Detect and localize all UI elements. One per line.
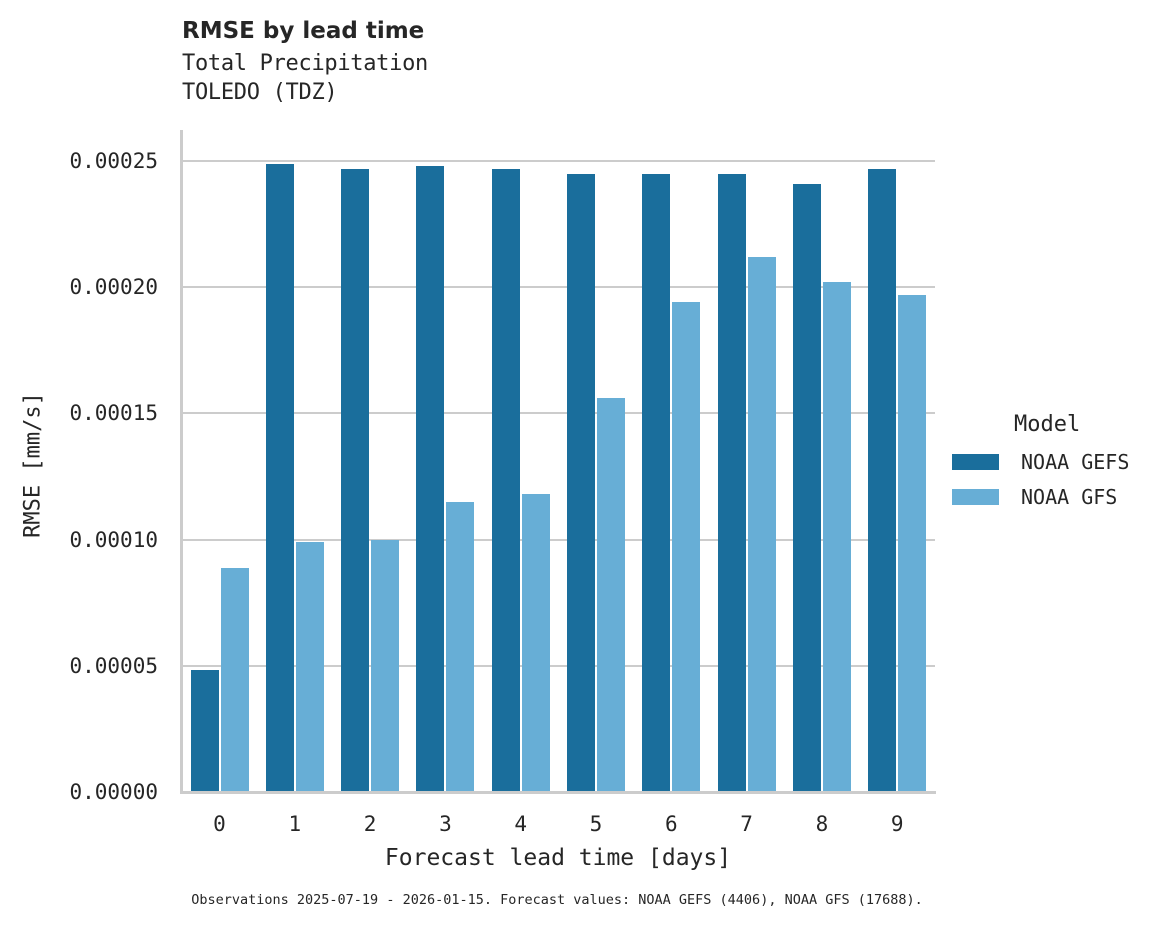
legend-label-gefs: NOAA GEFS [1021,450,1130,474]
bar-gfs-day-8 [822,282,851,792]
bar-gefs-day-9 [868,168,897,792]
gridline [182,286,935,289]
x-tick-label: 8 [815,812,829,836]
bar-gefs-day-5 [567,173,595,792]
y-axis-label: RMSE [mm/s] [20,392,46,538]
bar-gefs-day-1 [265,163,294,792]
x-tick-label: 3 [439,812,452,836]
y-tick-label: 0.00020 [69,275,158,300]
bar-gefs-day-3 [416,166,445,792]
legend-swatch-gfs [952,489,999,505]
gridline [182,412,935,415]
bar-gefs-day-6 [642,173,671,792]
bar-gefs-day-0 [190,669,219,792]
legend-swatch-gefs [952,454,999,470]
chart-subtitle-station: TOLEDO (TDZ) [182,80,338,105]
y-tick-label: 0.00015 [69,401,158,426]
bar-gfs-day-1 [295,542,324,792]
x-tick-label: 4 [514,812,528,836]
footnote: Observations 2025-07-19 - 2026-01-15. Fo… [191,892,923,908]
bar-gfs-day-3 [446,501,475,792]
bar-gfs-day-7 [747,256,776,792]
gridline [182,160,935,162]
gridline [182,664,935,667]
x-tick-label: 1 [288,812,302,836]
y-tick-label: 0.00025 [69,149,158,173]
bar-gefs-day-2 [341,168,370,792]
bar-gfs-day-5 [597,398,625,792]
legend-item-gefs: NOAA GEFS [952,450,1130,474]
x-tick-label: 7 [740,812,753,836]
y-tick-label: 0.00010 [69,527,158,552]
bar-gfs-day-4 [521,494,550,792]
x-axis-label: Forecast lead time [days] [384,845,732,871]
bar-gfs-day-9 [898,294,927,792]
gridline [182,538,935,541]
legend-title: Model [1014,412,1081,437]
chart-title: RMSE by lead time [182,18,425,44]
bar-gfs-day-0 [220,567,249,792]
y-tick-label: 0.00000 [69,780,158,804]
y-tick-label: 0.00005 [69,653,158,678]
x-tick-label: 9 [890,812,904,836]
x-tick-label: 0 [213,812,226,836]
bar-gfs-day-6 [672,302,701,792]
x-tick-label: 5 [589,812,603,836]
bar-gefs-day-7 [717,173,746,792]
x-tick-label: 6 [664,812,678,836]
legend-item-gfs: NOAA GFS [952,485,1118,509]
chart-subtitle-variable: Total Precipitation [182,51,428,76]
x-tick-label: 2 [363,812,377,836]
legend-label-gfs: NOAA GFS [1021,485,1118,509]
x-axis-line [180,791,936,794]
bar-gfs-day-2 [371,539,400,792]
bar-gefs-day-8 [792,183,821,792]
plot-area [182,130,935,792]
y-axis-line [180,130,183,794]
bar-gefs-day-4 [491,168,520,792]
